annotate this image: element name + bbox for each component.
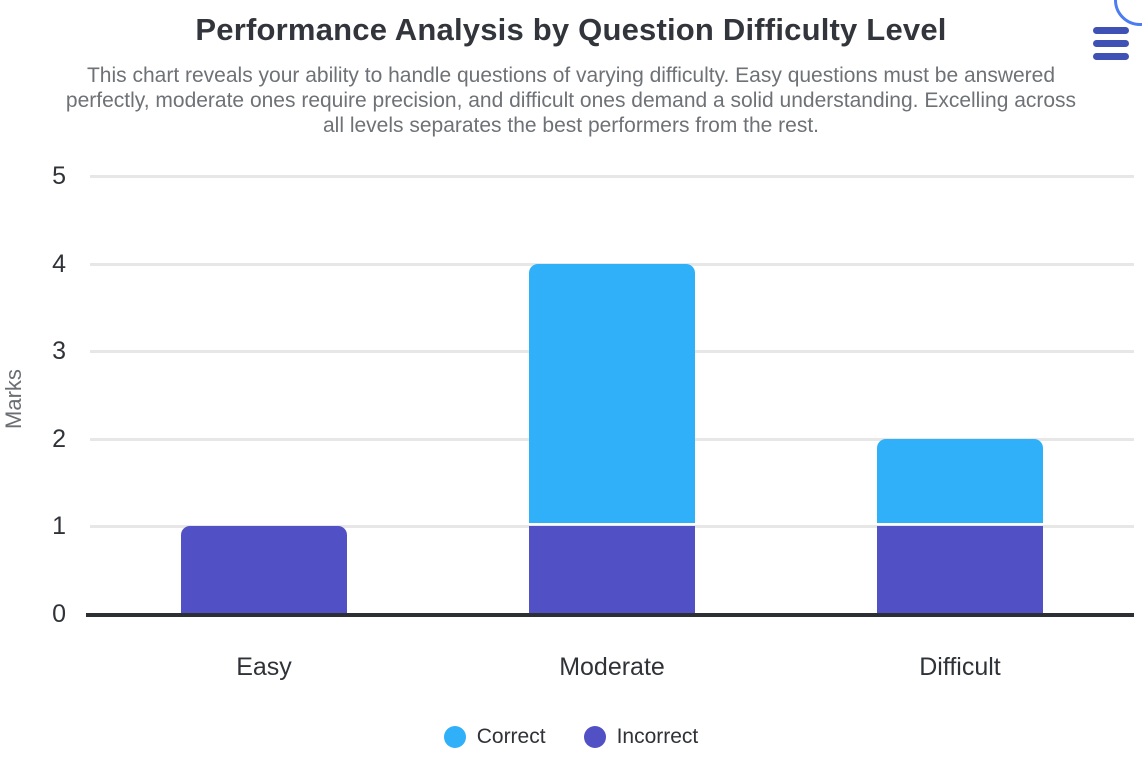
menu-bar — [1093, 40, 1129, 47]
bar-segment-incorrect[interactable] — [529, 526, 695, 613]
x-axis-label: Difficult — [919, 653, 1001, 681]
bar-segment-incorrect[interactable] — [877, 526, 1043, 613]
menu-bar — [1093, 27, 1129, 34]
bar-segment-incorrect[interactable] — [181, 526, 347, 613]
y-tick-label: 3 — [52, 337, 66, 366]
gridline — [90, 175, 1134, 178]
hamburger-menu-icon[interactable] — [1093, 27, 1131, 60]
page-title: Performance Analysis by Question Difficu… — [195, 12, 947, 47]
y-tick-label: 0 — [52, 600, 66, 628]
menu-bar — [1093, 53, 1129, 60]
bar-segment-correct[interactable] — [529, 263, 695, 524]
legend-item-incorrect[interactable]: Incorrect — [583, 725, 699, 749]
legend-label: Incorrect — [616, 725, 699, 748]
chart-description: This chart reveals your ability to handl… — [65, 64, 1077, 137]
legend-dot-icon — [443, 726, 466, 748]
legend-dot-icon — [583, 726, 606, 748]
x-axis-label: Easy — [236, 653, 292, 681]
chart-legend: Correct Incorrect — [0, 720, 1142, 754]
legend-item-correct[interactable]: Correct — [443, 725, 546, 749]
y-tick-label: 4 — [52, 249, 66, 278]
y-tick-label: 1 — [52, 512, 66, 541]
y-tick-label: 2 — [52, 424, 66, 453]
bar-segment-correct[interactable] — [877, 438, 1043, 524]
legend-label: Correct — [476, 725, 546, 748]
x-axis-label: Moderate — [559, 653, 665, 681]
x-axis-line — [86, 613, 1134, 617]
y-tick-label: 5 — [52, 162, 66, 190]
